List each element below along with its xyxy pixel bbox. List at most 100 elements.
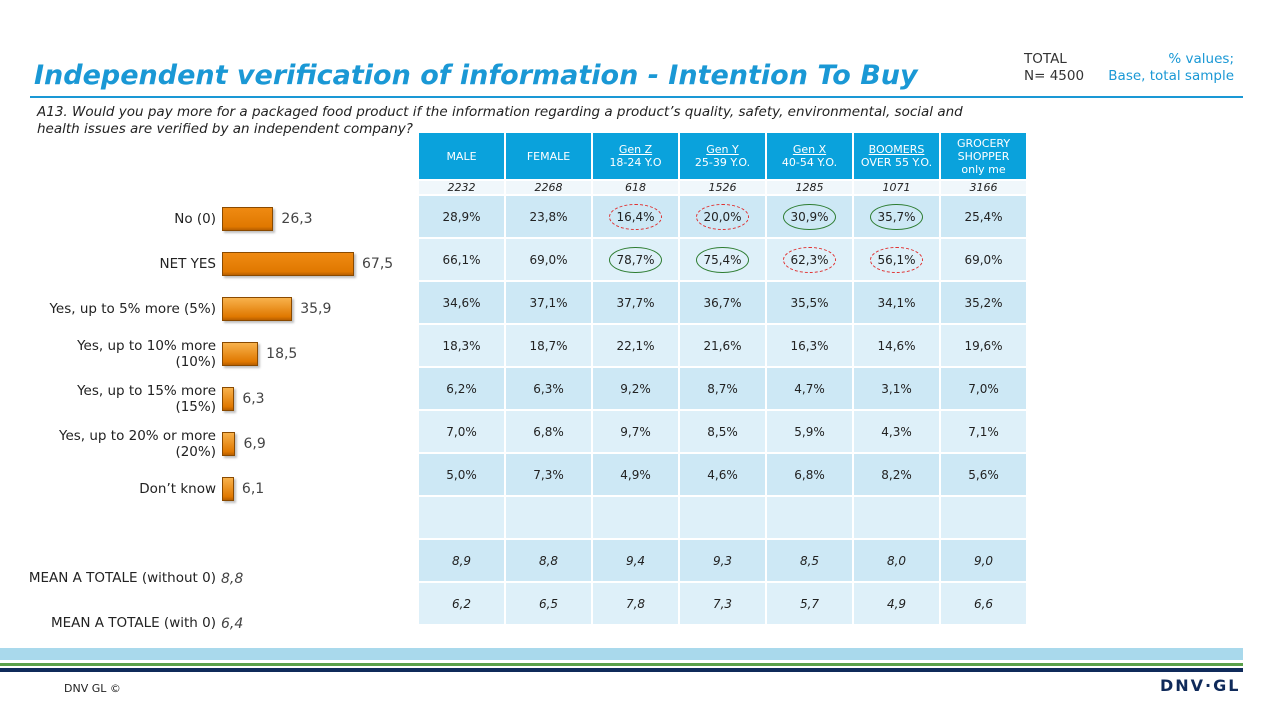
data-cell: 35,7% [852,194,941,239]
mean-row: 6,2 6,5 7,8 7,3 5,7 4,9 6,6 [417,581,1028,626]
cell-value: 21,6% [703,338,742,353]
data-row: 28,9% 23,8% 16,4% 20,0% 30,9% 35,7% 25,4% [417,194,1028,239]
data-cell: 5,9% [765,409,854,454]
cell-value: 6,8% [533,424,564,439]
column-header-line: GROCERY [956,136,1011,150]
footer-green-line [0,663,1243,666]
cell-value: 34,1% [877,295,916,310]
bar [222,386,235,411]
category-label: No (0) [174,210,216,227]
bar [222,206,274,231]
column-header-line: 25-39 Y.O. [694,156,751,169]
data-cell: 35,2% [939,280,1028,325]
bar [222,431,236,456]
mean-cell: 9,0 [939,538,1028,583]
column-header: Gen X 40-54 Y.O. [765,131,854,181]
base-note: Base, total sample [1108,68,1234,84]
title: Independent verification of information … [34,60,918,91]
mean-cell: 9,4 [591,538,680,583]
cell-value: 62,3% [783,246,836,273]
data-cell: 66,1% [417,237,506,282]
cell-value: 36,7% [703,295,742,310]
cell-value: 78,7% [609,246,662,273]
mean-label: MEAN A TOTALE (without 0) [28,570,216,586]
data-cell: 7,1% [939,409,1028,454]
empty-cell [417,495,506,540]
data-cell: 78,7% [591,237,680,282]
data-cell: 36,7% [678,280,767,325]
cell-value: 9,2% [620,381,651,396]
category-label: Yes, up to 15% more (15%) [77,382,216,415]
data-cell: 8,5% [678,409,767,454]
data-cell: 21,6% [678,323,767,368]
data-cell: 23,8% [504,194,593,239]
base-cell: 2232 [417,179,506,196]
data-row: 5,0% 7,3% 4,9% 4,6% 6,8% 8,2% 5,6% [417,452,1028,497]
cell-value: 35,7% [870,203,923,230]
sample-size: N= 4500 [1024,68,1085,84]
cell-value: 18,7% [529,338,568,353]
category-label: Yes, up to 20% or more (20%) [58,427,216,460]
column-header: MALE [417,131,506,181]
data-cell: 8,2% [852,452,941,497]
cell-value: 66,1% [442,252,481,267]
data-cell: 18,7% [504,323,593,368]
data-cell: 35,5% [765,280,854,325]
category-label: Yes, up to 5% more (5%) [49,300,216,317]
cell-value: 75,4% [696,246,749,273]
mean-row: 8,9 8,8 9,4 9,3 8,5 8,0 9,0 [417,538,1028,583]
logo: DNV·GL [1160,676,1241,695]
data-row: 34,6% 37,1% 37,7% 36,7% 35,5% 34,1% 35,2% [417,280,1028,325]
data-cell: 3,1% [852,366,941,411]
data-cell: 4,7% [765,366,854,411]
column-header-line: 18-24 Y.O [609,156,662,169]
cell-value: 5,9% [794,424,825,439]
bar [222,296,293,321]
cell-value: 23,8% [529,209,568,224]
cell-value: 22,1% [616,338,655,353]
data-cell: 37,7% [591,280,680,325]
column-header-line: FEMALE [526,149,571,163]
empty-cell [939,495,1028,540]
cell-value: 56,1% [870,246,923,273]
cell-value: 35,5% [790,295,829,310]
base-row: 2232 2268 618 1526 1285 1071 3166 [417,179,1028,196]
data-cell: 8,7% [678,366,767,411]
question: A13. Would you pay more for a packaged f… [37,104,963,137]
cell-value: 34,6% [442,295,481,310]
cell-value: 28,9% [442,209,481,224]
cell-value: 8,7% [707,381,738,396]
mean-cell: 4,9 [852,581,941,626]
empty-row [417,495,1028,540]
cell-value: 4,9% [620,467,651,482]
cell-value: 8,5% [707,424,738,439]
data-cell: 4,9% [591,452,680,497]
data-cell: 6,3% [504,366,593,411]
cell-value: 5,0% [446,467,477,482]
value-label: 18,5 [266,345,298,362]
cell-value: 7,0% [446,424,477,439]
data-cell: 5,6% [939,452,1028,497]
cell-value: 20,0% [696,203,749,230]
cell-value: 6,2% [446,381,477,396]
data-cell: 20,0% [678,194,767,239]
data-cell: 28,9% [417,194,506,239]
bar [222,251,354,276]
data-cell: 75,4% [678,237,767,282]
cell-value: 4,3% [881,424,912,439]
value-label: 6,3 [242,390,265,407]
base-cell: 2268 [504,179,593,196]
mean-cell: 8,8 [504,538,593,583]
data-cell: 18,3% [417,323,506,368]
header-row: MALE FEMALE Gen Z 18-24 Y.O Gen Y 25-39 Y.O. G… [417,131,1028,181]
data-row: 6,2% 6,3% 9,2% 8,7% 4,7% 3,1% 7,0% [417,366,1028,411]
cell-value: 30,9% [783,203,836,230]
column-header: Gen Y 25-39 Y.O. [678,131,767,181]
cell-value: 19,6% [964,338,1003,353]
values-note: % values; [1168,51,1234,67]
mean-cell: 6,5 [504,581,593,626]
cell-value: 6,8% [794,467,825,482]
data-cell: 9,2% [591,366,680,411]
